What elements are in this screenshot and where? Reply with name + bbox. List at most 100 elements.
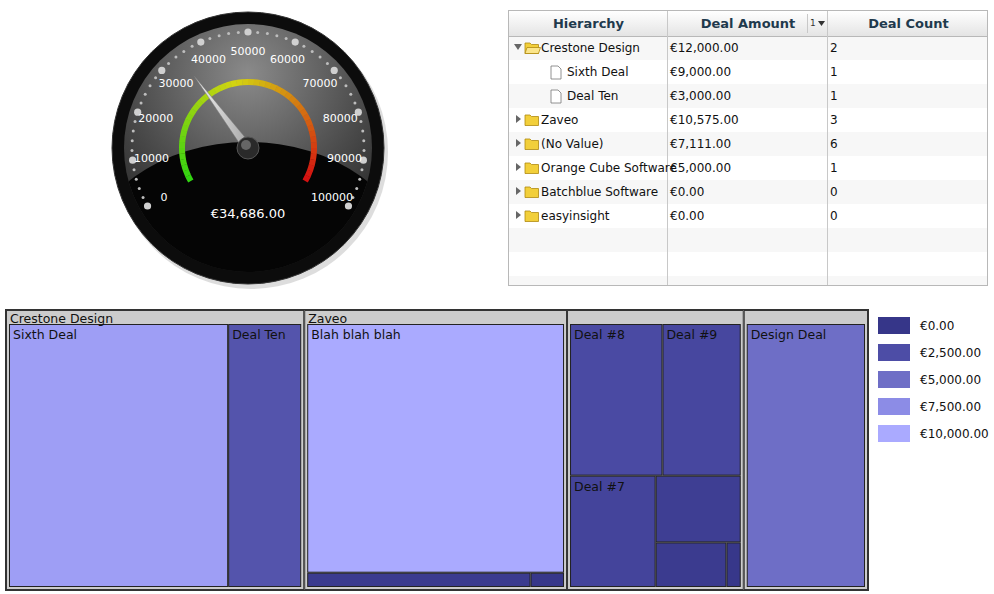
legend-swatch <box>878 317 910 334</box>
gauge-band <box>310 165 312 171</box>
minor-dot <box>302 45 305 48</box>
minor-dot <box>355 187 358 190</box>
cell-label: Deal Ten <box>232 327 286 342</box>
expand-arrow <box>516 139 521 147</box>
gauge-band <box>312 131 313 137</box>
minor-dot <box>359 120 362 123</box>
tick-label: 70000 <box>303 77 338 90</box>
gauge-band <box>184 165 186 171</box>
gauge-band <box>286 94 291 98</box>
deal-amount: €7,111.00 <box>670 132 731 156</box>
deal-count: 0 <box>830 180 838 204</box>
gauge-band <box>310 125 312 131</box>
minor-dot <box>142 196 145 199</box>
gauge-band <box>299 106 303 111</box>
gauge-band <box>302 110 305 115</box>
tick-label: 50000 <box>231 45 266 58</box>
minor-dot <box>344 84 347 87</box>
folder-icon <box>525 139 539 150</box>
row-bg <box>509 108 988 132</box>
minor-dot <box>360 168 363 171</box>
minor-dot <box>131 149 134 152</box>
tick-label: 30000 <box>158 77 193 90</box>
legend-label: €0.00 <box>920 319 954 333</box>
gauge-band <box>186 120 188 126</box>
minor-dot <box>311 50 314 53</box>
legend: €0.00€2,500.00€5,000.00€7,500.00€10,000.… <box>878 317 989 442</box>
expand-arrow <box>516 211 521 219</box>
needle-hub <box>237 137 259 159</box>
row-label: Zaveo <box>541 108 578 132</box>
deal-count: 6 <box>830 132 838 156</box>
gauge-band <box>310 154 317 160</box>
legend-swatch <box>878 371 910 388</box>
cell-label: Deal #8 <box>574 327 625 342</box>
minor-dot <box>227 32 230 35</box>
tick-label: 10000 <box>134 152 169 165</box>
gauge-band <box>311 142 317 148</box>
minor-dot <box>174 56 177 59</box>
gauge-band <box>295 101 299 105</box>
minor-dot <box>319 56 322 59</box>
tick-label: 100000 <box>311 191 353 204</box>
minor-dot <box>154 76 157 79</box>
treemap-cell <box>727 543 740 587</box>
page: {"chart_data": [ {"type": "gauge", "valu… <box>0 0 994 594</box>
gauge-band <box>281 91 286 94</box>
folder-open <box>525 48 541 54</box>
gauge-band <box>311 148 317 154</box>
tick-dot <box>197 38 204 45</box>
treemap-group <box>305 311 567 590</box>
minor-dot <box>339 76 342 79</box>
gauge-band <box>312 159 313 165</box>
gauge-band <box>254 79 260 86</box>
gauge-band <box>310 137 317 143</box>
minor-dot <box>358 178 361 181</box>
minor-dot <box>138 187 141 190</box>
row-label: Deal Ten <box>567 84 618 108</box>
gauge-band <box>225 84 231 86</box>
minor-dot <box>349 93 352 96</box>
cell-label: Blah blah blah <box>311 327 401 342</box>
folder-node-icon <box>513 156 543 180</box>
doc-icon <box>551 90 561 103</box>
deal-count: 1 <box>830 156 838 180</box>
treemap-cell <box>656 476 740 542</box>
tick-label: 0 <box>160 191 167 204</box>
minor-dot <box>237 31 240 34</box>
gauge-value: €34,686.00 <box>211 206 285 221</box>
treemap-cell <box>531 573 563 586</box>
minor-dot <box>326 62 329 65</box>
deal-count: 1 <box>830 84 838 108</box>
gauge-band <box>191 110 194 115</box>
gauge-band <box>237 79 243 86</box>
gauge-band <box>184 125 186 131</box>
tick-label: 90000 <box>327 152 362 165</box>
legend-swatch <box>878 398 910 415</box>
doc-icon <box>551 66 561 79</box>
deal-amount: €10,575.00 <box>670 108 739 132</box>
tick-dot <box>158 67 165 74</box>
treemap-cell <box>571 325 662 476</box>
gauge-band <box>305 176 308 181</box>
minor-dot <box>208 37 211 40</box>
minor-dot <box>218 34 221 37</box>
folder-node-icon <box>513 204 543 228</box>
gauge-band <box>183 131 184 137</box>
tick-dot <box>331 67 338 74</box>
treemap-group <box>744 311 867 590</box>
gauge-band <box>308 171 310 177</box>
gauge-band <box>242 79 248 85</box>
deal-count: 1 <box>830 60 838 84</box>
tick-label: 80000 <box>323 112 358 125</box>
treemap-group <box>7 311 304 590</box>
gauge-band <box>290 97 294 101</box>
folder-node-icon <box>513 132 543 156</box>
gauge-band <box>194 105 198 110</box>
column-header: Hierarchy <box>509 11 668 36</box>
gauge-band <box>179 153 186 159</box>
minor-dot <box>182 50 185 53</box>
tick-dot <box>292 38 299 45</box>
gauge-band <box>179 142 185 148</box>
minor-dot <box>149 84 152 87</box>
